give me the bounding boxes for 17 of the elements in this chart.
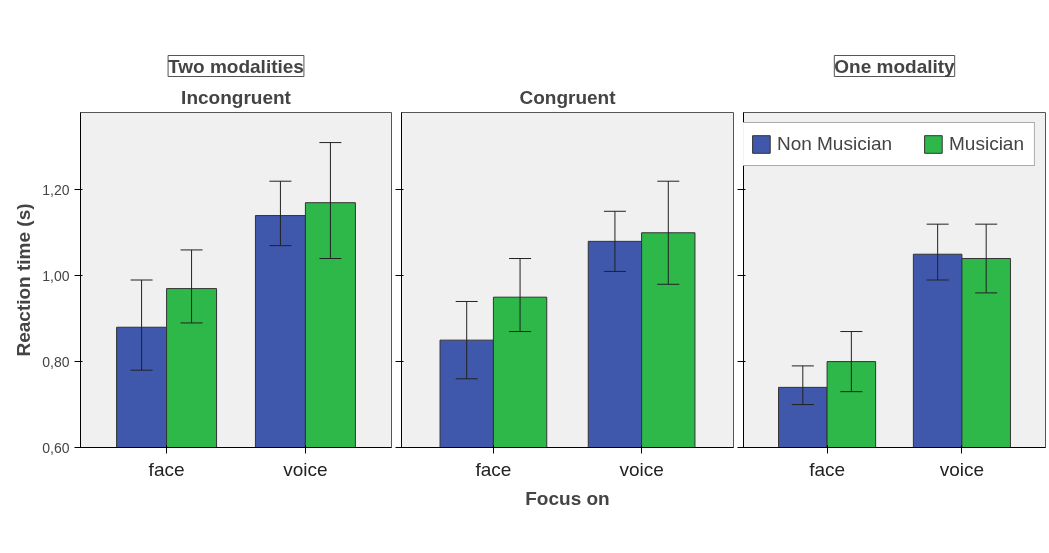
- x-axis-title: Focus on: [525, 487, 610, 509]
- x-tick-label: voice: [619, 458, 664, 480]
- chart-title: Congruent: [519, 86, 617, 108]
- y-axis-title: Reaction time (s): [13, 203, 35, 357]
- y-tick-label: 0,60: [42, 439, 70, 456]
- x-tick-label: face: [148, 458, 185, 480]
- legend-label: Musician: [949, 133, 1024, 155]
- x-tick-label: face: [475, 458, 512, 480]
- y-tick-label: 1,00: [42, 267, 70, 284]
- x-tick-label: voice: [939, 458, 985, 480]
- legend-label: Non Musician: [776, 133, 893, 155]
- y-tick-label: 0,80: [42, 353, 70, 370]
- text: Two modalities: [168, 55, 304, 77]
- x-tick-label: voice: [283, 458, 328, 480]
- x-tick-label: face: [809, 458, 846, 480]
- chart-title: Incongruent: [181, 86, 292, 108]
- y-tick-label: 1,20: [42, 181, 70, 198]
